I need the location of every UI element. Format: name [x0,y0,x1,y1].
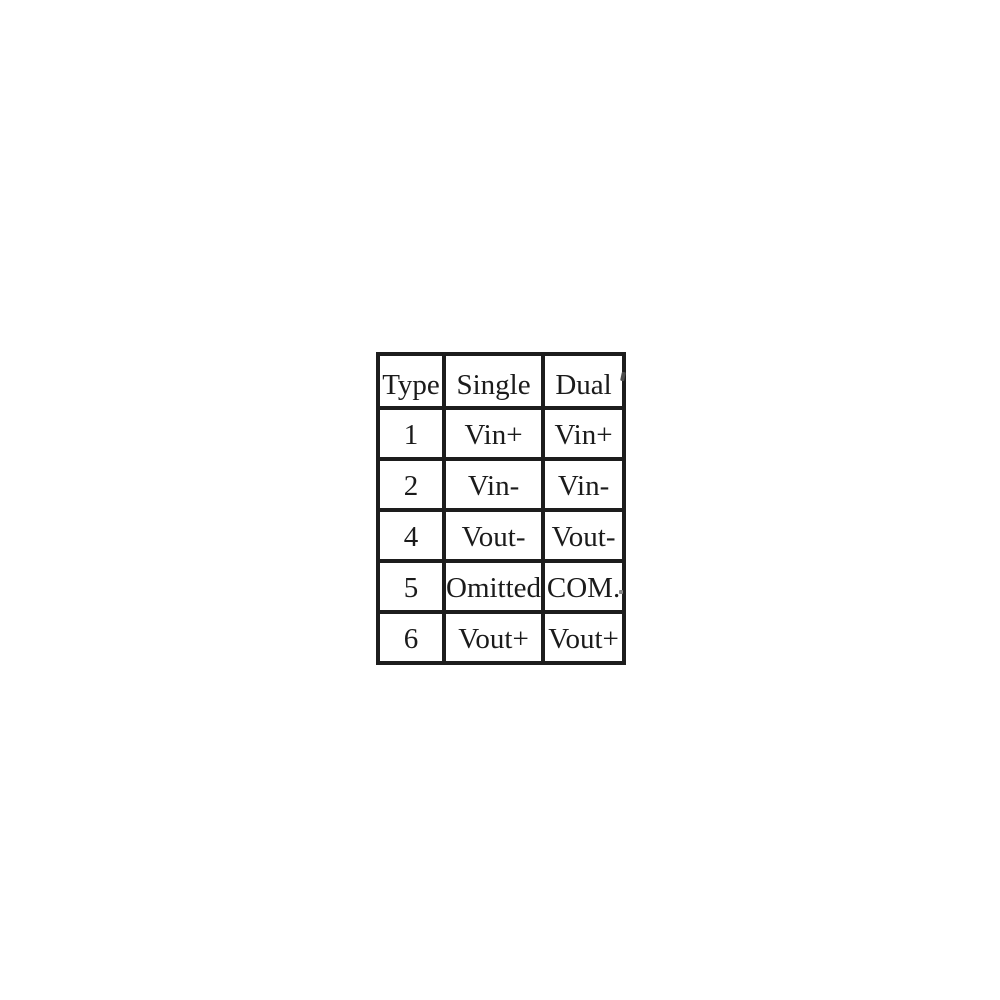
table-row-pin-6: 6 Vout+ Vout+ [376,610,627,665]
table-row-pin-1: 1 Vin+ Vin+ [376,406,627,461]
dual-value-cell: Vin+ [541,406,627,461]
scan-artifact-speck [619,590,623,594]
single-value-cell: Vin- [441,457,546,512]
single-value-cell: Vout- [441,508,546,563]
single-value-cell: Omitted [441,559,546,614]
table-row-pin-2: 2 Vin- Vin- [376,457,627,512]
column-header-type: Type [376,352,446,410]
column-header-dual: Dual [541,352,627,410]
single-value-cell: Vin+ [441,406,546,461]
table-row-pin-5: 5 Omitted COM. [376,559,627,614]
table-header-row: Type Single Dual [376,352,627,410]
dual-value-cell: Vout- [541,508,627,563]
pin-number-cell: 6 [376,610,446,665]
dual-value-cell: Vin- [541,457,627,512]
dual-value-cell: COM. [541,559,627,614]
pin-number-cell: 5 [376,559,446,614]
pin-number-cell: 2 [376,457,446,512]
column-header-single: Single [441,352,546,410]
pin-number-cell: 4 [376,508,446,563]
pin-assignment-table: Type Single Dual 1 Vin+ Vin+ 2 Vin- Vin-… [376,352,627,665]
single-value-cell: Vout+ [441,610,546,665]
table-row-pin-4: 4 Vout- Vout- [376,508,627,563]
dual-value-cell: Vout+ [541,610,627,665]
pin-number-cell: 1 [376,406,446,461]
